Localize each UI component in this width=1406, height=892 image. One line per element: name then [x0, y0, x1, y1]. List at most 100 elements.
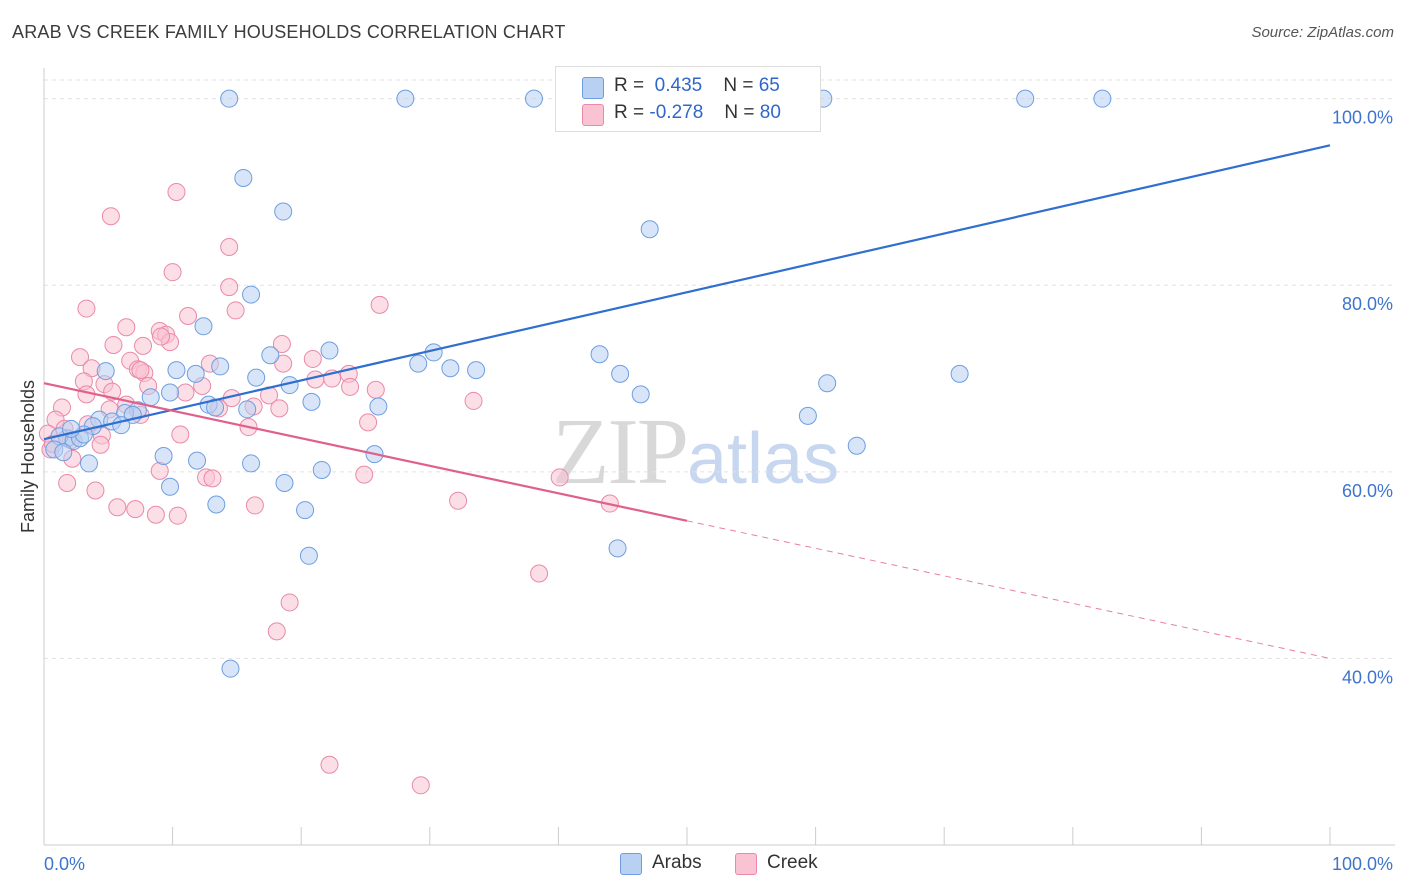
r-value-arabs: 0.435 — [654, 75, 703, 96]
n-label: N = — [724, 102, 755, 123]
arab-point — [247, 368, 266, 387]
y-axis-label: Family Households — [18, 380, 38, 533]
arab-point — [611, 364, 630, 383]
creek-point — [168, 506, 187, 525]
creek-point — [126, 500, 145, 519]
arab-point — [467, 361, 486, 380]
creek-point — [370, 295, 389, 314]
arab-point — [640, 220, 659, 239]
arabs-swatch — [582, 77, 604, 99]
creek-point — [203, 469, 222, 488]
arab-point — [274, 202, 293, 221]
creek-point — [77, 299, 96, 318]
arab-point — [296, 501, 315, 520]
creek-point — [280, 593, 299, 612]
creek-legend-swatch — [735, 853, 757, 875]
arab-point — [154, 446, 173, 465]
n-label: N = — [723, 75, 754, 96]
arab-point — [211, 357, 230, 376]
arab-point — [299, 546, 318, 565]
arab-point — [261, 346, 280, 365]
watermark-atlas: atlas — [687, 419, 840, 499]
arab-point — [161, 383, 180, 402]
creek-point — [152, 327, 171, 346]
grid-lines — [44, 79, 1395, 659]
creek-legend-label: Creek — [767, 852, 818, 873]
creek-point — [176, 383, 195, 402]
creek-point — [464, 391, 483, 410]
creek-point — [274, 354, 293, 373]
arabs-legend-label: Arabs — [652, 852, 702, 873]
creek-point — [101, 207, 120, 226]
y-tick-label: 100.0% — [1332, 108, 1393, 128]
creek-point — [167, 182, 186, 201]
creek-swatch — [582, 104, 604, 126]
arabs-legend-swatch — [620, 853, 642, 875]
arab-point — [847, 436, 866, 455]
arab-point — [161, 477, 180, 496]
creek-point — [171, 425, 190, 444]
arab-point — [396, 89, 415, 108]
creek-point — [179, 307, 198, 326]
creek-point — [58, 474, 77, 493]
axes — [43, 68, 1395, 846]
arab-point — [207, 495, 226, 514]
creek-point — [220, 278, 239, 297]
creek-point — [71, 348, 90, 367]
arab-point — [242, 454, 261, 473]
creek-point — [146, 505, 165, 524]
r-label: R = — [614, 102, 645, 123]
arab-point — [238, 400, 257, 419]
arab-point — [818, 374, 837, 393]
y-tick-label: 80.0% — [1342, 294, 1393, 314]
creek-point — [104, 335, 123, 354]
creek-point — [108, 498, 127, 517]
arab-point — [369, 397, 388, 416]
creek-point — [272, 335, 291, 354]
creek-point — [150, 461, 169, 480]
creek-point — [449, 491, 468, 510]
creek-point — [270, 399, 289, 418]
creek-point — [86, 481, 105, 500]
y-tick-label: 60.0% — [1342, 481, 1393, 501]
arab-point — [234, 168, 253, 187]
arab-point — [275, 474, 294, 493]
arab-point — [188, 451, 207, 470]
arab-point — [608, 539, 627, 558]
arab-point — [524, 89, 543, 108]
trend-lines — [43, 144, 1331, 659]
creek-trend-extension — [686, 520, 1331, 659]
arab-point — [302, 392, 321, 411]
creek-point — [359, 413, 378, 432]
n-value-creek: 80 — [759, 102, 781, 123]
arab-point — [1016, 89, 1035, 108]
arab-point — [141, 388, 160, 407]
arab-point — [1093, 89, 1112, 108]
r-value-creek: -0.278 — [649, 102, 704, 123]
arab-point — [590, 345, 609, 364]
r-label: R = — [614, 75, 645, 96]
creek-point — [355, 465, 374, 484]
chart-title: ARAB VS CREEK FAMILY HOUSEHOLDS CORRELAT… — [12, 22, 566, 42]
arab-point — [186, 364, 205, 383]
arab-point — [167, 361, 186, 380]
arab-point — [206, 398, 225, 417]
creek-point — [411, 776, 430, 795]
creek-point — [530, 564, 549, 583]
creek-point — [220, 237, 239, 256]
creek-point — [245, 496, 264, 515]
axis-labels: 40.0% 60.0% 80.0% 100.0% 0.0% 100.0% Family Ho… — [18, 108, 1393, 874]
arab-point — [194, 317, 213, 336]
y-tick-label: 40.0% — [1342, 667, 1393, 687]
source-label: Source: ZipAtlas.com — [1251, 24, 1394, 41]
arab-point — [96, 362, 115, 381]
arab-point — [320, 341, 339, 360]
watermark-zip: ZIP — [552, 400, 689, 504]
arab-point — [242, 285, 261, 304]
arab-point — [409, 354, 428, 373]
creek-point — [134, 336, 153, 355]
n-value-arabs: 65 — [758, 75, 780, 96]
creek-point — [131, 361, 150, 380]
creek-trend-line — [43, 382, 688, 522]
